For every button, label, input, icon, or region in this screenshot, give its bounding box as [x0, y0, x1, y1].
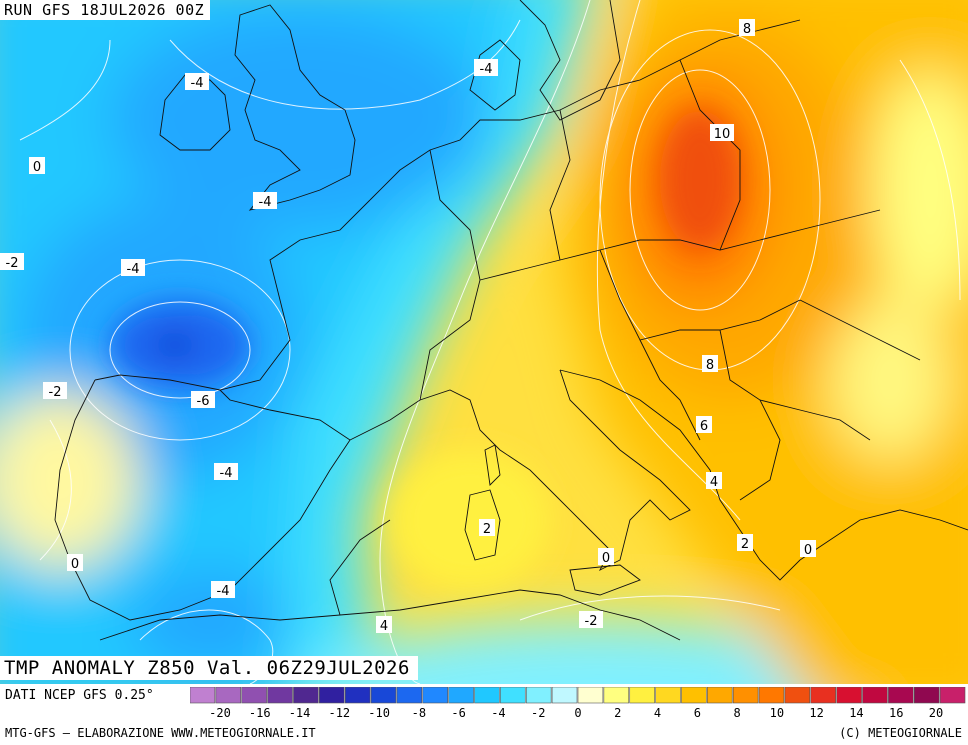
map-title: TMP ANOMALY Z850 Val. 06Z29JUL2026 [0, 656, 418, 680]
contour-label: -4 [220, 466, 233, 481]
color-swatch [500, 687, 526, 704]
contour-label: -6 [197, 394, 210, 409]
contour-label: -2 [585, 614, 598, 629]
credit-label: MTG-GFS — ELABORAZIONE WWW.METEOGIORNALE… [5, 726, 316, 740]
scale-tick-label: 0 [574, 706, 582, 720]
scale-tick-label: 14 [849, 706, 864, 720]
color-swatch [862, 687, 888, 704]
color-swatch [629, 687, 655, 704]
color-swatch [913, 687, 940, 704]
color-swatch [267, 687, 293, 704]
color-scale-labels: -20 -16 -14 -12 -10 -8 -6 -4 -2 0 2 4 6 8 10 12 14 16 20 [190, 706, 966, 722]
color-swatch [603, 687, 630, 704]
contour-label: 0 [602, 551, 610, 566]
contour-label: 10 [714, 127, 731, 142]
color-swatch [215, 687, 242, 704]
scale-tick-label: 16 [888, 706, 904, 720]
scale-tick-label: 8 [733, 706, 741, 720]
contour-label: -2 [6, 256, 19, 271]
scale-tick-label: -16 [248, 706, 271, 720]
legend-footer: DATI NCEP GFS 0.25° -20 -16 -14 -12 -10 -8 -6-… [0, 684, 968, 745]
color-swatch [293, 687, 319, 704]
scale-tick-label: -20 [209, 706, 231, 720]
scale-tick-label: -2 [530, 706, 546, 720]
color-swatch [784, 687, 811, 704]
scale-tick-label: 2 [614, 706, 622, 720]
temperature-anomaly-map: 8 -4 -4 0 10 -4 -2 -4 -6 -2 8 6 -4 4 2 2… [0, 0, 968, 684]
color-swatch [422, 687, 448, 704]
scale-tick-label: -4 [491, 706, 506, 720]
color-swatch [474, 687, 500, 704]
scale-tick-label: 4 [653, 706, 662, 720]
contour-label: 0 [71, 557, 79, 572]
color-swatch [707, 687, 733, 704]
color-swatch [758, 687, 785, 704]
color-swatch [810, 687, 836, 704]
color-swatch [551, 687, 578, 704]
scale-tick-label: 20 [928, 706, 944, 720]
color-swatch [732, 687, 759, 704]
contour-label: 6 [700, 419, 708, 434]
color-swatch [190, 687, 216, 704]
color-swatch [370, 687, 397, 704]
contour-label: 2 [741, 537, 749, 552]
color-swatch [888, 687, 914, 704]
color-swatch [396, 687, 423, 704]
scale-tick-label: -12 [328, 706, 351, 720]
data-source-label: DATI NCEP GFS 0.25° [5, 688, 154, 703]
color-swatch [655, 687, 681, 704]
run-title: RUN GFS 18JUL2026 00Z [0, 0, 211, 20]
color-swatch [681, 687, 707, 704]
scale-tick-label: -6 [451, 706, 466, 720]
contour-label: -4 [217, 584, 230, 599]
contour-label: -2 [49, 385, 62, 400]
scale-tick-label: -14 [288, 706, 311, 720]
color-swatch [241, 687, 267, 704]
contour-label: -4 [259, 195, 272, 210]
contour-label: 2 [483, 522, 491, 537]
copyright-label: (C) METEOGIORNALE [839, 726, 962, 740]
contour-label: 4 [710, 475, 718, 490]
color-swatch [448, 687, 474, 704]
contour-label: 0 [804, 543, 812, 558]
color-swatch [939, 687, 966, 704]
color-scale-bar [190, 687, 966, 704]
color-swatch [344, 687, 371, 704]
scale-tick-label: -10 [368, 706, 390, 720]
color-swatch [319, 687, 345, 704]
scale-tick-label: 10 [769, 706, 785, 720]
contour-label: 8 [706, 358, 714, 373]
scale-tick-label: 6 [693, 706, 701, 720]
contour-label: -4 [127, 262, 140, 277]
contour-label: 0 [33, 160, 41, 175]
contour-label: -4 [480, 62, 493, 77]
contour-label: 8 [743, 22, 751, 37]
contour-label: -4 [191, 76, 204, 91]
scale-tick-label: -8 [411, 706, 427, 720]
color-swatch [525, 687, 552, 704]
scale-tick-label: 12 [809, 706, 824, 720]
contour-label: 4 [380, 619, 388, 634]
color-swatch [836, 687, 862, 704]
color-swatch [577, 687, 604, 704]
